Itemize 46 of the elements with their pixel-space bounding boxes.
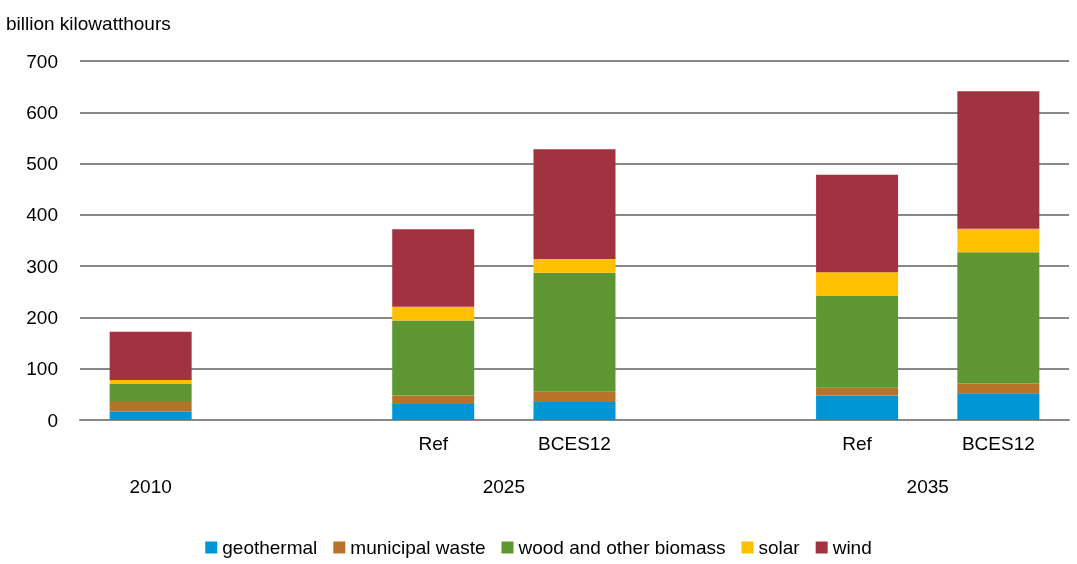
y-tick-label: 0 [47,409,58,431]
x-tick-label: BCES12 [961,433,1035,454]
bar [533,149,616,259]
bar [392,404,475,420]
x-tick-label: Ref [418,433,449,454]
bar [957,91,1040,229]
bar [816,174,899,273]
bar [816,272,899,296]
bar [109,380,192,385]
legend-label: geothermal [222,537,318,558]
y-tick-label: 100 [26,358,58,380]
bar [533,258,616,273]
x-tick-label: Ref [842,433,873,454]
text: 2010 [129,476,172,497]
bar [957,393,1040,420]
bar [109,411,192,420]
bar [392,320,475,396]
legend-label: solar [758,537,801,558]
bar [533,402,616,420]
bar [816,387,899,396]
y-tick-label: 600 [26,101,58,123]
bar [392,306,475,321]
text: 2025 [482,476,525,497]
bar [816,395,899,420]
bar [957,228,1040,253]
y-tick-label: 300 [26,255,58,277]
legend-label: municipal waste [350,537,486,558]
bar [816,295,899,388]
y-axis-title: billion kilowatthours [6,13,171,34]
bar [109,384,192,403]
y-tick-label: 500 [26,153,58,175]
x-tick-label: BCES12 [538,433,611,454]
y-tick-label: 400 [26,204,58,226]
bar [533,272,616,392]
bar [392,229,475,307]
bar [957,383,1040,394]
y-tick-label: 700 [26,50,58,72]
legend-label: wood and other biomass [517,537,726,558]
text: 2035 [906,476,949,497]
bar [957,252,1040,384]
legend-label: wind [831,537,872,558]
bar [392,395,475,405]
y-tick-label: 200 [26,306,58,328]
bar [109,402,192,412]
bar [109,331,192,380]
bar [533,391,616,403]
